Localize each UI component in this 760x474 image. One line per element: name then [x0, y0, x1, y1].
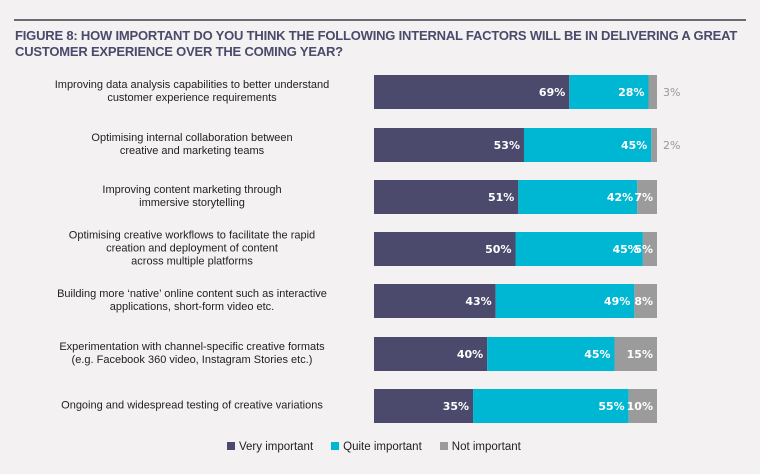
bar-quite-important — [495, 284, 635, 318]
category-label-line: Improving data analysis capabilities to … — [54, 79, 330, 91]
data-label: 28% — [618, 86, 644, 99]
data-label: 40% — [457, 348, 483, 361]
bar-not-important — [634, 284, 657, 318]
data-label: 5% — [634, 243, 653, 256]
bar-very-important — [374, 128, 524, 162]
data-label: 2% — [663, 139, 680, 152]
category-label-line: across multiple platforms — [131, 255, 253, 268]
bar-very-important — [374, 180, 519, 214]
data-label: 3% — [663, 86, 680, 99]
bar-very-important — [374, 389, 474, 423]
category-label-line: creative and marketing teams — [119, 145, 265, 157]
bar-quite-important — [569, 75, 649, 109]
bar-quite-important — [515, 232, 643, 266]
legend: Very important Quite important Not importa… — [227, 441, 521, 453]
category-label-line: creation and deployment of content — [106, 242, 278, 255]
bar-not-important — [651, 128, 657, 162]
category-label-line: applications, short-form video etc. — [109, 301, 275, 313]
data-label: 8% — [634, 295, 653, 308]
legend-label: Not important — [451, 441, 521, 453]
category-label-line: Optimising creative workflows to facilit… — [68, 229, 316, 242]
data-label: 50% — [485, 243, 511, 256]
category-label-line: Experimentation with channel-specific cr… — [59, 341, 325, 353]
data-label: 69% — [539, 86, 565, 99]
data-label: 43% — [465, 295, 491, 308]
bar-quite-important — [518, 180, 638, 214]
category-label-line: Optimising internal collaboration betwee… — [91, 132, 293, 144]
legend-swatch — [227, 442, 235, 450]
bar-not-important — [628, 389, 657, 423]
category-label-line: Ongoing and widespread testing of creati… — [61, 399, 323, 412]
data-label: 10% — [627, 400, 653, 413]
category-label: Building more ‘native’ online content su… — [22, 288, 362, 314]
data-label: 35% — [443, 400, 469, 413]
bar-quite-important — [487, 337, 615, 371]
bar-quite-important — [523, 128, 652, 162]
data-label: 45% — [613, 243, 639, 256]
data-label: 15% — [627, 348, 653, 361]
category-label: Improving data analysis capabilities to … — [22, 79, 362, 105]
bar-quite-important — [473, 389, 629, 423]
legend-label: Quite important — [343, 441, 422, 453]
category-label: Optimising creative workflows to facilit… — [22, 230, 362, 269]
data-label: 45% — [621, 139, 647, 152]
data-label: 51% — [488, 191, 514, 204]
bar-not-important — [642, 232, 657, 266]
category-label: Improving content marketing through immer… — [22, 184, 362, 210]
bar-very-important — [374, 337, 488, 371]
category-label-line: immersive storytelling — [139, 197, 245, 209]
category-label: Ongoing and widespread testing of creati… — [22, 400, 362, 413]
legend-item: Not important — [439, 441, 521, 453]
data-label: 55% — [598, 400, 624, 413]
category-label-line: Improving content marketing through — [102, 184, 282, 196]
legend-label: Very important — [239, 441, 314, 453]
legend-swatch — [439, 442, 448, 450]
bar-very-important — [374, 75, 570, 109]
data-label: 45% — [584, 348, 610, 361]
category-label-line: Building more ‘native’ online content su… — [57, 288, 327, 300]
top-rule — [14, 19, 746, 21]
bar-not-important — [637, 180, 657, 214]
category-label: Optimising internal collaboration betwee… — [22, 132, 362, 158]
data-label: 42% — [607, 191, 633, 204]
legend-item: Quite important — [331, 441, 422, 453]
data-label: 7% — [634, 191, 653, 204]
data-label: 53% — [494, 139, 520, 152]
bar-not-important — [614, 337, 657, 371]
data-label: 49% — [604, 295, 630, 308]
category-label: Experimentation with channel-specific cr… — [22, 341, 362, 367]
bar-very-important — [374, 232, 516, 266]
bar-very-important — [374, 284, 496, 318]
legend-item: Very important — [227, 441, 313, 453]
legend-swatch — [331, 442, 340, 450]
category-label-line: customer experience requirements — [107, 92, 277, 104]
bar-not-important — [648, 75, 657, 109]
category-label-line: (e.g. Facebook 360 video, Instagram Stor… — [71, 354, 313, 366]
chart-title: FIGURE 8: HOW IMPORTANT DO YOU THINK THE… — [15, 28, 738, 59]
